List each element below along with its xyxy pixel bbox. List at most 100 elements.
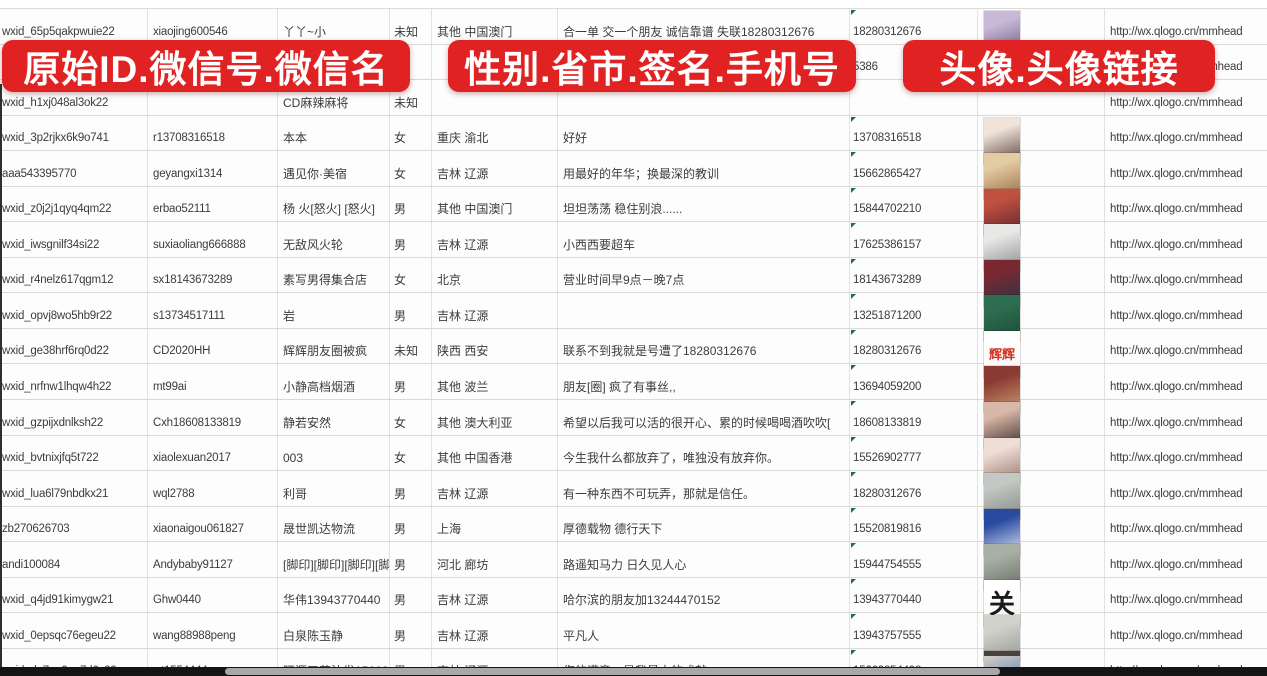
cell-signature[interactable]: 联系不到我就是号遭了18280312676 [558, 328, 850, 364]
cell-wechat-id[interactable]: xiaolexuan2017 [148, 435, 278, 471]
cell-gender[interactable]: 男 [390, 506, 432, 542]
cell-gender[interactable]: 女 [390, 115, 432, 151]
cell-wxid[interactable]: wxid_nrfnw1lhqw4h22 [0, 364, 148, 400]
cell-wechat-id[interactable]: Andybaby91127 [148, 542, 278, 577]
cell-avatar[interactable] [978, 186, 1105, 222]
cell-wxid[interactable]: zb270626703 [0, 506, 148, 542]
cell-avatar[interactable] [978, 257, 1105, 293]
cell-phone[interactable]: 13251871200 [850, 293, 978, 328]
cell-wechat-id[interactable]: wql2788 [148, 471, 278, 506]
cell-wechat-id[interactable]: wang88988peng [148, 613, 278, 648]
cell-region[interactable]: 陕西 西安 [432, 328, 558, 364]
cell-phone[interactable]: 18280312676 [850, 328, 978, 364]
cell-wechat-name[interactable]: 华伟13943770440 [278, 577, 390, 613]
cell-wechat-name[interactable]: 岩 [278, 293, 390, 328]
cell-avatar-url[interactable]: http://wx.qlogo.cn/mmhead [1110, 629, 1243, 642]
cell-wechat-name[interactable]: 素写男得集合店 [278, 257, 390, 293]
cell-region[interactable]: 吉林 辽源 [432, 151, 558, 186]
horizontal-scrollbar-track[interactable] [0, 667, 1267, 676]
cell-wxid[interactable]: wxid_65p5qakpwuie22 [0, 9, 148, 44]
cell-avatar[interactable] [978, 577, 1105, 613]
cell-avatar[interactable] [978, 80, 1105, 115]
cell-signature[interactable]: 营业时间早9点－晚7点 [558, 257, 850, 293]
cell-wechat-name[interactable]: 小静高档烟酒 [278, 364, 390, 400]
cell-wechat-id[interactable]: s13734517111 [148, 293, 278, 328]
cell-wxid[interactable]: wxid_lua6l79nbdkx21 [0, 471, 148, 506]
cell-wxid[interactable]: wxid_0epsqc76egeu22 [0, 613, 148, 648]
cell-wechat-id[interactable]: Ghw0440 [148, 577, 278, 613]
cell-phone[interactable]: 13708316518 [850, 115, 978, 151]
cell-wechat-name[interactable]: 003 [278, 435, 390, 471]
cell-phone[interactable]: 13943770440 [850, 577, 978, 613]
cell-wechat-id[interactable]: r13708316518 [148, 115, 278, 151]
cell-signature[interactable]: 坦坦荡荡 稳住别浪...... [558, 186, 850, 222]
cell-wechat-id[interactable]: geyangxi1314 [148, 151, 278, 186]
cell-phone[interactable]: 15520819816 [850, 506, 978, 542]
cell-avatar-url[interactable]: http://wx.qlogo.cn/mmhead [1110, 25, 1243, 38]
cell-wxid[interactable]: wxid_gzpijxdnlksh22 [0, 400, 148, 435]
cell-avatar[interactable] [978, 506, 1105, 542]
cell-avatar[interactable] [978, 328, 1105, 364]
cell-avatar-url[interactable]: http://wx.qlogo.cn/mmhead [1110, 381, 1243, 394]
cell-avatar[interactable] [978, 471, 1105, 506]
cell-wechat-name[interactable]: 遇见你·美宿 [278, 151, 390, 186]
cell-gender[interactable]: 女 [390, 151, 432, 186]
horizontal-scrollbar-thumb[interactable] [225, 668, 1000, 675]
cell-avatar[interactable] [978, 293, 1105, 328]
cell-gender[interactable]: 男 [390, 471, 432, 506]
cell-wechat-name[interactable]: 晟世凯达物流 [278, 506, 390, 542]
cell-wechat-name[interactable]: 辉辉朋友圈被疯 [278, 328, 390, 364]
cell-wxid[interactable]: wxid_q4jd91kimygw21 [0, 577, 148, 613]
cell-region[interactable]: 河北 廊坊 [432, 542, 558, 577]
cell-wxid[interactable]: aaa543395770 [0, 151, 148, 186]
cell-avatar[interactable] [978, 613, 1105, 648]
cell-gender[interactable]: 未知 [390, 80, 432, 115]
cell-signature[interactable]: 有一种东西不可玩弄，那就是信任。 [558, 471, 850, 506]
cell-signature[interactable]: 希望以后我可以活的很开心、累的时候喝喝酒吹吹[ [558, 400, 850, 435]
cell-phone[interactable]: 18280312676 [850, 471, 978, 506]
cell-signature[interactable]: 平凡人 [558, 613, 850, 648]
cell-gender[interactable]: 女 [390, 435, 432, 471]
cell-avatar[interactable] [978, 648, 1105, 676]
cell-avatar-url[interactable]: http://wx.qlogo.cn/mmhead [1110, 345, 1243, 358]
cell-wechat-id[interactable]: suxiaoliang666888 [148, 222, 278, 257]
cell-avatar-url[interactable]: http://wx.qlogo.cn/mmhead [1110, 558, 1243, 571]
cell-wechat-id[interactable]: xiaonaigou061827 [148, 506, 278, 542]
cell-avatar-url[interactable]: http://wx.qlogo.cn/mmhead [1110, 416, 1243, 429]
cell-gender[interactable]: 男 [390, 613, 432, 648]
cell-phone[interactable]: 15526902777 [850, 435, 978, 471]
cell-gender[interactable]: 男 [390, 293, 432, 328]
cell-gender[interactable]: 男 [390, 542, 432, 577]
cell-avatar[interactable] [978, 400, 1105, 435]
cell-region[interactable]: 吉林 辽源 [432, 471, 558, 506]
cell-gender[interactable]: 未知 [390, 9, 432, 44]
cell-phone[interactable]: 18143673289 [850, 257, 978, 293]
cell-gender[interactable] [390, 44, 432, 80]
cell-wechat-name[interactable]: 白泉陈玉静 [278, 613, 390, 648]
cell-phone[interactable]: 15944754555 [850, 542, 978, 577]
cell-avatar-url[interactable]: http://wx.qlogo.cn/mmhead [1110, 96, 1243, 109]
cell-avatar[interactable] [978, 542, 1105, 577]
cell-wechat-id[interactable]: CD2020HH [148, 328, 278, 364]
cell-gender[interactable]: 男 [390, 222, 432, 257]
cell-signature[interactable]: 厚德载物 德行天下 [558, 506, 850, 542]
cell-region[interactable]: 重庆 渝北 [432, 115, 558, 151]
cell-wechat-name[interactable]: 无敌风火轮 [278, 222, 390, 257]
cell-region[interactable]: 北京 [432, 257, 558, 293]
cell-avatar[interactable] [978, 222, 1105, 257]
cell-gender[interactable]: 女 [390, 400, 432, 435]
cell-wxid[interactable]: wxid_z0j2j1qyq4qm22 [0, 186, 148, 222]
cell-gender[interactable]: 女 [390, 257, 432, 293]
cell-wechat-name[interactable]: [脚印][脚印][脚印][脚 [278, 542, 390, 577]
cell-gender[interactable]: 未知 [390, 328, 432, 364]
cell-wxid[interactable]: wxid_r4nelz617qgm12 [0, 257, 148, 293]
cell-wechat-name[interactable]: 杨 火[怒火] [怒火] [278, 186, 390, 222]
cell-signature[interactable] [558, 80, 850, 115]
cell-wxid[interactable]: andi100084 [0, 542, 148, 577]
cell-signature[interactable]: 用最好的年华；换最深的教训 [558, 151, 850, 186]
cell-avatar-url[interactable]: http://wx.qlogo.cn/mmhead [1110, 238, 1243, 251]
cell-avatar-url[interactable]: http://wx.qlogo.cn/mmhead [1110, 132, 1243, 145]
cell-phone[interactable]: 15662865427 [850, 151, 978, 186]
cell-wxid[interactable]: wxid_h1xj048al3ok22 [0, 80, 148, 115]
cell-gender[interactable]: 男 [390, 364, 432, 400]
